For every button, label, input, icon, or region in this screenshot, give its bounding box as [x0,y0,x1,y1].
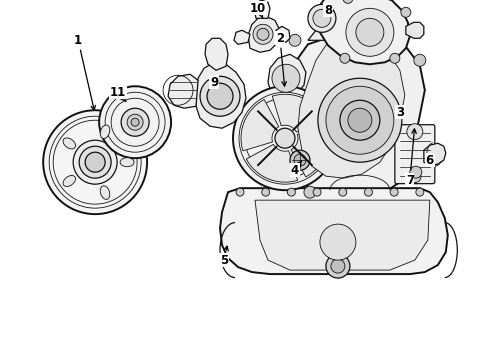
Text: 5: 5 [220,246,228,267]
Circle shape [340,100,380,140]
Polygon shape [308,16,400,40]
Polygon shape [255,200,430,270]
Circle shape [289,34,301,46]
Text: 1: 1 [74,34,96,110]
Polygon shape [234,30,250,44]
Circle shape [390,53,400,63]
Polygon shape [248,16,280,52]
Circle shape [121,108,149,136]
Circle shape [326,86,394,154]
Circle shape [304,186,316,198]
Circle shape [313,9,331,27]
Text: 8: 8 [324,4,332,17]
Polygon shape [406,22,424,38]
Circle shape [127,114,143,130]
Circle shape [356,18,384,46]
Ellipse shape [120,158,134,167]
Circle shape [253,24,273,44]
Circle shape [43,110,147,214]
Circle shape [410,166,422,178]
Text: 9: 9 [210,76,218,89]
Ellipse shape [63,138,75,149]
Circle shape [288,188,295,196]
Ellipse shape [100,125,110,139]
Polygon shape [291,126,329,177]
Polygon shape [272,94,324,132]
Circle shape [414,54,426,66]
Polygon shape [424,143,446,165]
Polygon shape [276,26,290,42]
Circle shape [85,152,105,172]
Circle shape [340,53,350,63]
Polygon shape [246,144,297,182]
Circle shape [407,124,423,140]
Text: 3: 3 [396,106,404,119]
Circle shape [343,0,353,3]
Polygon shape [168,74,198,108]
Circle shape [131,118,139,126]
Circle shape [326,254,350,278]
Circle shape [275,128,295,148]
Circle shape [200,76,240,116]
Text: 4: 4 [291,161,301,177]
Text: 2: 2 [276,32,286,86]
Circle shape [99,86,171,158]
Circle shape [365,188,372,196]
Circle shape [339,188,347,196]
Polygon shape [268,54,306,102]
Circle shape [79,146,111,178]
Ellipse shape [63,175,75,186]
Circle shape [409,171,421,183]
Circle shape [346,8,394,56]
Circle shape [207,83,233,109]
Text: 11: 11 [110,86,126,102]
Circle shape [73,140,117,184]
Polygon shape [241,99,279,151]
Polygon shape [280,25,425,200]
Circle shape [331,259,345,273]
Polygon shape [298,34,405,178]
Text: 6: 6 [426,154,435,167]
Circle shape [308,4,336,32]
Circle shape [348,108,372,132]
Text: 10: 10 [250,2,266,18]
Circle shape [401,7,411,17]
Ellipse shape [100,186,110,199]
Circle shape [257,28,269,40]
Polygon shape [205,38,228,70]
Circle shape [233,86,337,190]
Circle shape [262,188,270,196]
Circle shape [416,188,424,196]
Polygon shape [254,0,270,18]
Circle shape [236,188,244,196]
Polygon shape [220,188,448,274]
Circle shape [272,64,300,92]
FancyBboxPatch shape [395,125,435,184]
Circle shape [318,78,402,162]
Circle shape [313,188,321,196]
Circle shape [290,150,310,170]
Polygon shape [196,62,246,128]
Circle shape [294,154,306,166]
Polygon shape [318,0,410,64]
Circle shape [390,188,398,196]
Circle shape [320,224,356,260]
Text: 7: 7 [406,129,416,187]
